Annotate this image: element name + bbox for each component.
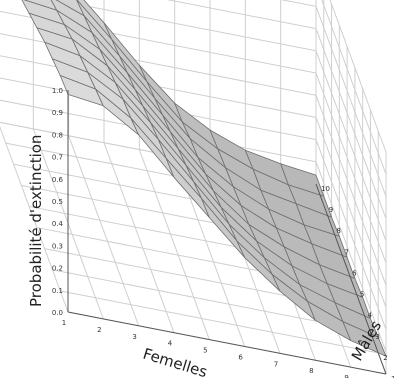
x-tick-label: 3 <box>132 333 136 341</box>
x-tick-label: 4 <box>168 340 173 348</box>
z-axis-title: Probabilité d'extinction <box>27 135 45 307</box>
grid-line <box>103 142 175 333</box>
x-tick-label: 1 <box>62 319 66 327</box>
grid-line <box>329 0 387 153</box>
z-tick-label: 0.8 <box>52 131 63 139</box>
grid-line <box>0 125 69 313</box>
x-tick-label: 8 <box>309 367 313 375</box>
surface-patch <box>342 321 387 357</box>
grid-line <box>138 149 210 340</box>
grid-line <box>315 161 387 352</box>
grid-line <box>315 6 387 197</box>
y-tick-label: 4 <box>368 312 373 320</box>
y-tick-label: 10 <box>321 185 330 193</box>
x-tick-label: 7 <box>274 360 278 368</box>
grid-line <box>315 139 387 330</box>
y-tick-label: 5 <box>360 291 364 299</box>
grid-line <box>315 50 387 241</box>
y-tick-label: 7 <box>344 248 348 256</box>
chart-axes <box>67 90 387 375</box>
grid-line <box>315 117 387 308</box>
grid-line <box>166 0 317 30</box>
grid-line <box>321 0 387 175</box>
y-tick-label: 3 <box>375 333 379 341</box>
y-axis-line <box>315 183 387 375</box>
grid-line <box>60 290 379 354</box>
x-tick-label: 9 <box>344 374 348 378</box>
z-tick-label: 0.4 <box>52 220 64 228</box>
z-tick-label: 0.2 <box>52 265 63 273</box>
z-tick-label: 0.5 <box>52 198 63 206</box>
grid-line <box>68 135 140 326</box>
x-tick-label: 6 <box>238 353 243 361</box>
z-tick-label: 1.0 <box>52 87 63 95</box>
x-tick-label: 2 <box>97 326 101 334</box>
y-tick-label: 6 <box>352 269 357 277</box>
tick-labels: 0.0 0.1 0.2 0.3 0.4 0.5 0.6 0.7 0.8 0.9 1.0 1 2 3 4 5 6 7… <box>52 87 395 378</box>
z-tick-label: 0.7 <box>52 154 63 162</box>
x-axis-title: Femelles <box>141 345 210 378</box>
x-tick-label: 5 <box>203 347 207 355</box>
y-tick-label: 8 <box>337 227 341 235</box>
y-tick-label: 1 <box>391 375 395 378</box>
y-tick-label: 9 <box>329 206 333 214</box>
z-tick-label: 0.1 <box>52 287 63 295</box>
grid-line <box>52 0 317 52</box>
z-tick-label: 0.0 <box>52 309 63 317</box>
z-tick-label: 0.6 <box>52 176 64 184</box>
grid-line <box>315 72 387 264</box>
x-axis-line <box>67 311 387 375</box>
z-tick-label: 0.3 <box>52 242 63 250</box>
grid-line <box>315 28 387 219</box>
z-tick-label: 0.9 <box>52 109 63 117</box>
y-tick-label: 2 <box>383 354 387 362</box>
grid-line <box>315 95 387 286</box>
surface-mesh <box>21 0 387 357</box>
